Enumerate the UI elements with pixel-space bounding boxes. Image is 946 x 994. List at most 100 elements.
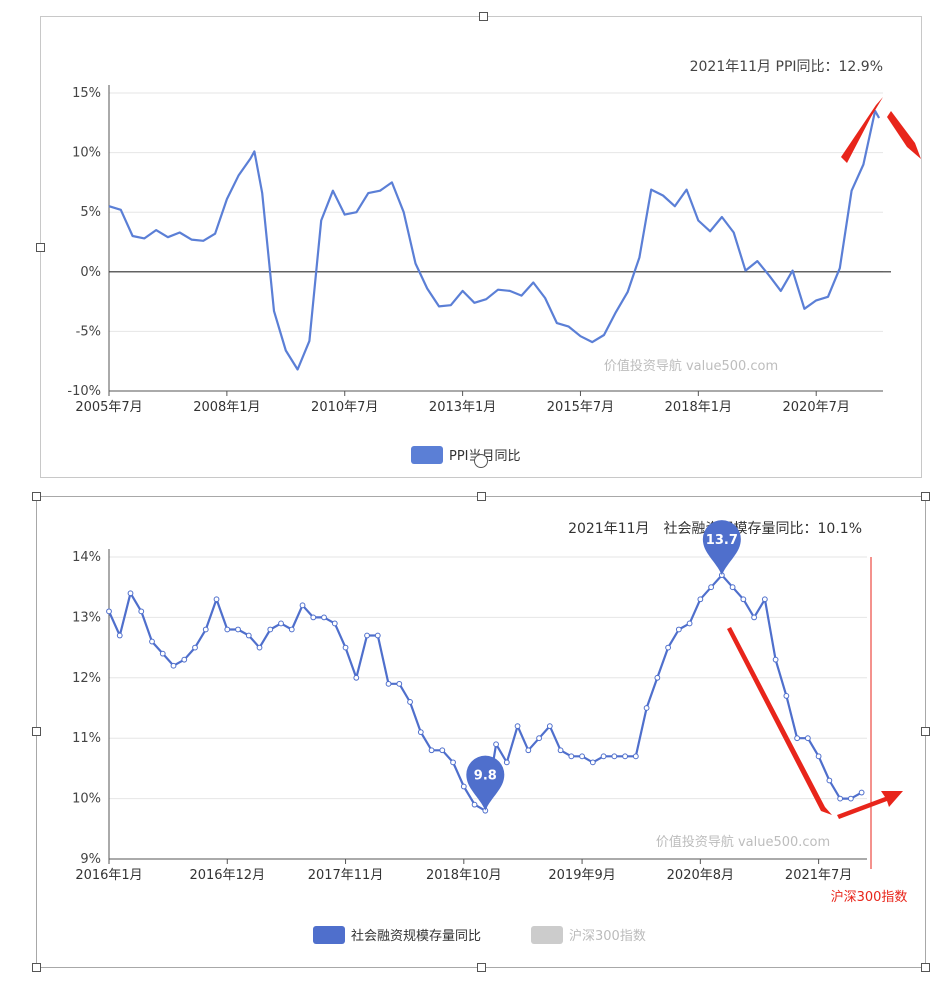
y-tick-label: -5% bbox=[76, 324, 101, 339]
legend-swatch bbox=[531, 926, 563, 944]
resize-handle-top-left[interactable] bbox=[32, 492, 41, 501]
x-tick-label: 2020年7月 bbox=[783, 400, 850, 415]
data-point bbox=[116, 632, 123, 639]
rotate-handle[interactable] bbox=[474, 454, 488, 468]
data-point bbox=[299, 602, 306, 609]
data-point bbox=[729, 584, 736, 591]
data-point bbox=[321, 614, 327, 621]
data-point bbox=[374, 632, 381, 639]
resize-handle-bottom-left[interactable] bbox=[32, 963, 41, 972]
x-tick-label: 2017年11月 bbox=[308, 868, 384, 883]
y-tick-label: 5% bbox=[80, 205, 101, 220]
ppi-chart-panel: 15% 10% 5% 0% -5% -10% 2005年7月 2008年1月 2010年7月 20… bbox=[40, 16, 922, 478]
x-tick-label: 2018年10月 bbox=[426, 868, 502, 883]
y-tick-label: 13% bbox=[72, 610, 101, 625]
data-point bbox=[675, 626, 682, 633]
pin-shape bbox=[702, 520, 741, 576]
resize-handle-top-panel-top[interactable] bbox=[479, 12, 488, 21]
data-point bbox=[385, 680, 392, 687]
side-label: 沪深300指数 bbox=[831, 889, 908, 905]
data-point bbox=[149, 638, 155, 645]
pin-shape bbox=[466, 755, 505, 811]
pin-marker: 13.7 bbox=[702, 520, 741, 576]
data-point bbox=[503, 759, 510, 766]
data-point bbox=[245, 632, 252, 639]
data-point bbox=[278, 620, 284, 627]
data-point bbox=[514, 723, 521, 730]
x-tick-label: 2010年7月 bbox=[311, 400, 378, 415]
y-tick-label: -10% bbox=[67, 384, 101, 399]
resize-handle-bottom-right[interactable] bbox=[921, 963, 930, 972]
resize-handle-top-right[interactable] bbox=[921, 492, 930, 501]
red-arrow-right bbox=[837, 791, 903, 819]
x-tick-label: 2018年1月 bbox=[665, 400, 732, 415]
data-point bbox=[643, 705, 650, 711]
data-point bbox=[331, 620, 338, 627]
data-point bbox=[568, 753, 575, 760]
red-arrow-down bbox=[887, 111, 921, 159]
pin-label: 13.7 bbox=[706, 533, 738, 548]
data-point bbox=[686, 620, 693, 627]
data-point bbox=[697, 596, 704, 603]
social-financing-chart: 14% 13% 12% 11% 10% 9%2016年1月 2016年12月 2017年11月… bbox=[72, 520, 908, 944]
data-point bbox=[772, 656, 779, 663]
data-point bbox=[837, 795, 844, 802]
resize-handle-bottom-middle[interactable] bbox=[477, 963, 486, 972]
red-arrow-down bbox=[727, 627, 832, 815]
data-point bbox=[632, 753, 639, 760]
data-point bbox=[804, 735, 811, 742]
watermark: 价值投资导航 value500.com bbox=[656, 834, 830, 850]
chart-annotation: 2021年11月 PPI同比：12.9% bbox=[690, 59, 883, 75]
data-point bbox=[256, 644, 263, 651]
data-point bbox=[428, 747, 435, 754]
red-arrow-up bbox=[841, 97, 883, 163]
y-tick-label: 9% bbox=[80, 852, 101, 867]
data-point bbox=[202, 626, 209, 633]
y-tick-label: 10% bbox=[72, 792, 101, 807]
data-point bbox=[138, 608, 145, 615]
data-point bbox=[600, 753, 607, 760]
y-tick-label: 14% bbox=[72, 550, 101, 565]
y-tick-label: 12% bbox=[72, 671, 101, 686]
x-tick-label: 2015年7月 bbox=[547, 400, 614, 415]
data-point bbox=[439, 747, 446, 754]
social-financing-chart-panel: 14% 13% 12% 11% 10% 9% 2016年1月 2016年12月 2017年11月… bbox=[36, 496, 926, 968]
data-point bbox=[224, 626, 231, 633]
legend-swatch bbox=[313, 926, 345, 944]
x-tick-label: 2019年9月 bbox=[548, 868, 615, 883]
x-tick-label: 2020年8月 bbox=[667, 868, 734, 883]
data-point bbox=[858, 789, 865, 796]
data-point bbox=[213, 596, 220, 603]
resize-handle-top-middle[interactable] bbox=[477, 492, 486, 501]
x-tick-label: 2016年12月 bbox=[189, 868, 265, 883]
data-point bbox=[407, 699, 413, 705]
data-point bbox=[127, 590, 134, 597]
x-tick-label: 2016年1月 bbox=[75, 868, 142, 883]
data-point bbox=[761, 596, 768, 603]
data-point bbox=[751, 614, 758, 621]
data-point bbox=[471, 801, 478, 808]
data-point bbox=[740, 596, 747, 603]
data-point bbox=[622, 753, 628, 760]
resize-handle-middle-right[interactable] bbox=[921, 727, 930, 736]
data-point bbox=[460, 783, 467, 790]
x-tick-label: 2005年7月 bbox=[75, 400, 142, 415]
data-point bbox=[611, 753, 618, 760]
data-point bbox=[589, 759, 596, 766]
data-point bbox=[310, 614, 317, 621]
data-point bbox=[665, 644, 671, 651]
legend-label: 社会融资规模存量同比 bbox=[351, 928, 481, 944]
resize-handle-middle-left[interactable] bbox=[32, 727, 41, 736]
resize-handle-top-panel-left[interactable] bbox=[36, 243, 45, 252]
data-point bbox=[546, 723, 553, 730]
data-point bbox=[794, 735, 801, 742]
data-point bbox=[525, 747, 532, 754]
data-point bbox=[536, 735, 542, 742]
data-point bbox=[106, 608, 112, 615]
data-point bbox=[159, 650, 166, 657]
data-point bbox=[170, 662, 177, 669]
y-tick-label: 10% bbox=[72, 146, 101, 161]
x-tick-label: 2008年1月 bbox=[193, 400, 260, 415]
data-point bbox=[579, 753, 585, 760]
data-point bbox=[826, 777, 833, 784]
